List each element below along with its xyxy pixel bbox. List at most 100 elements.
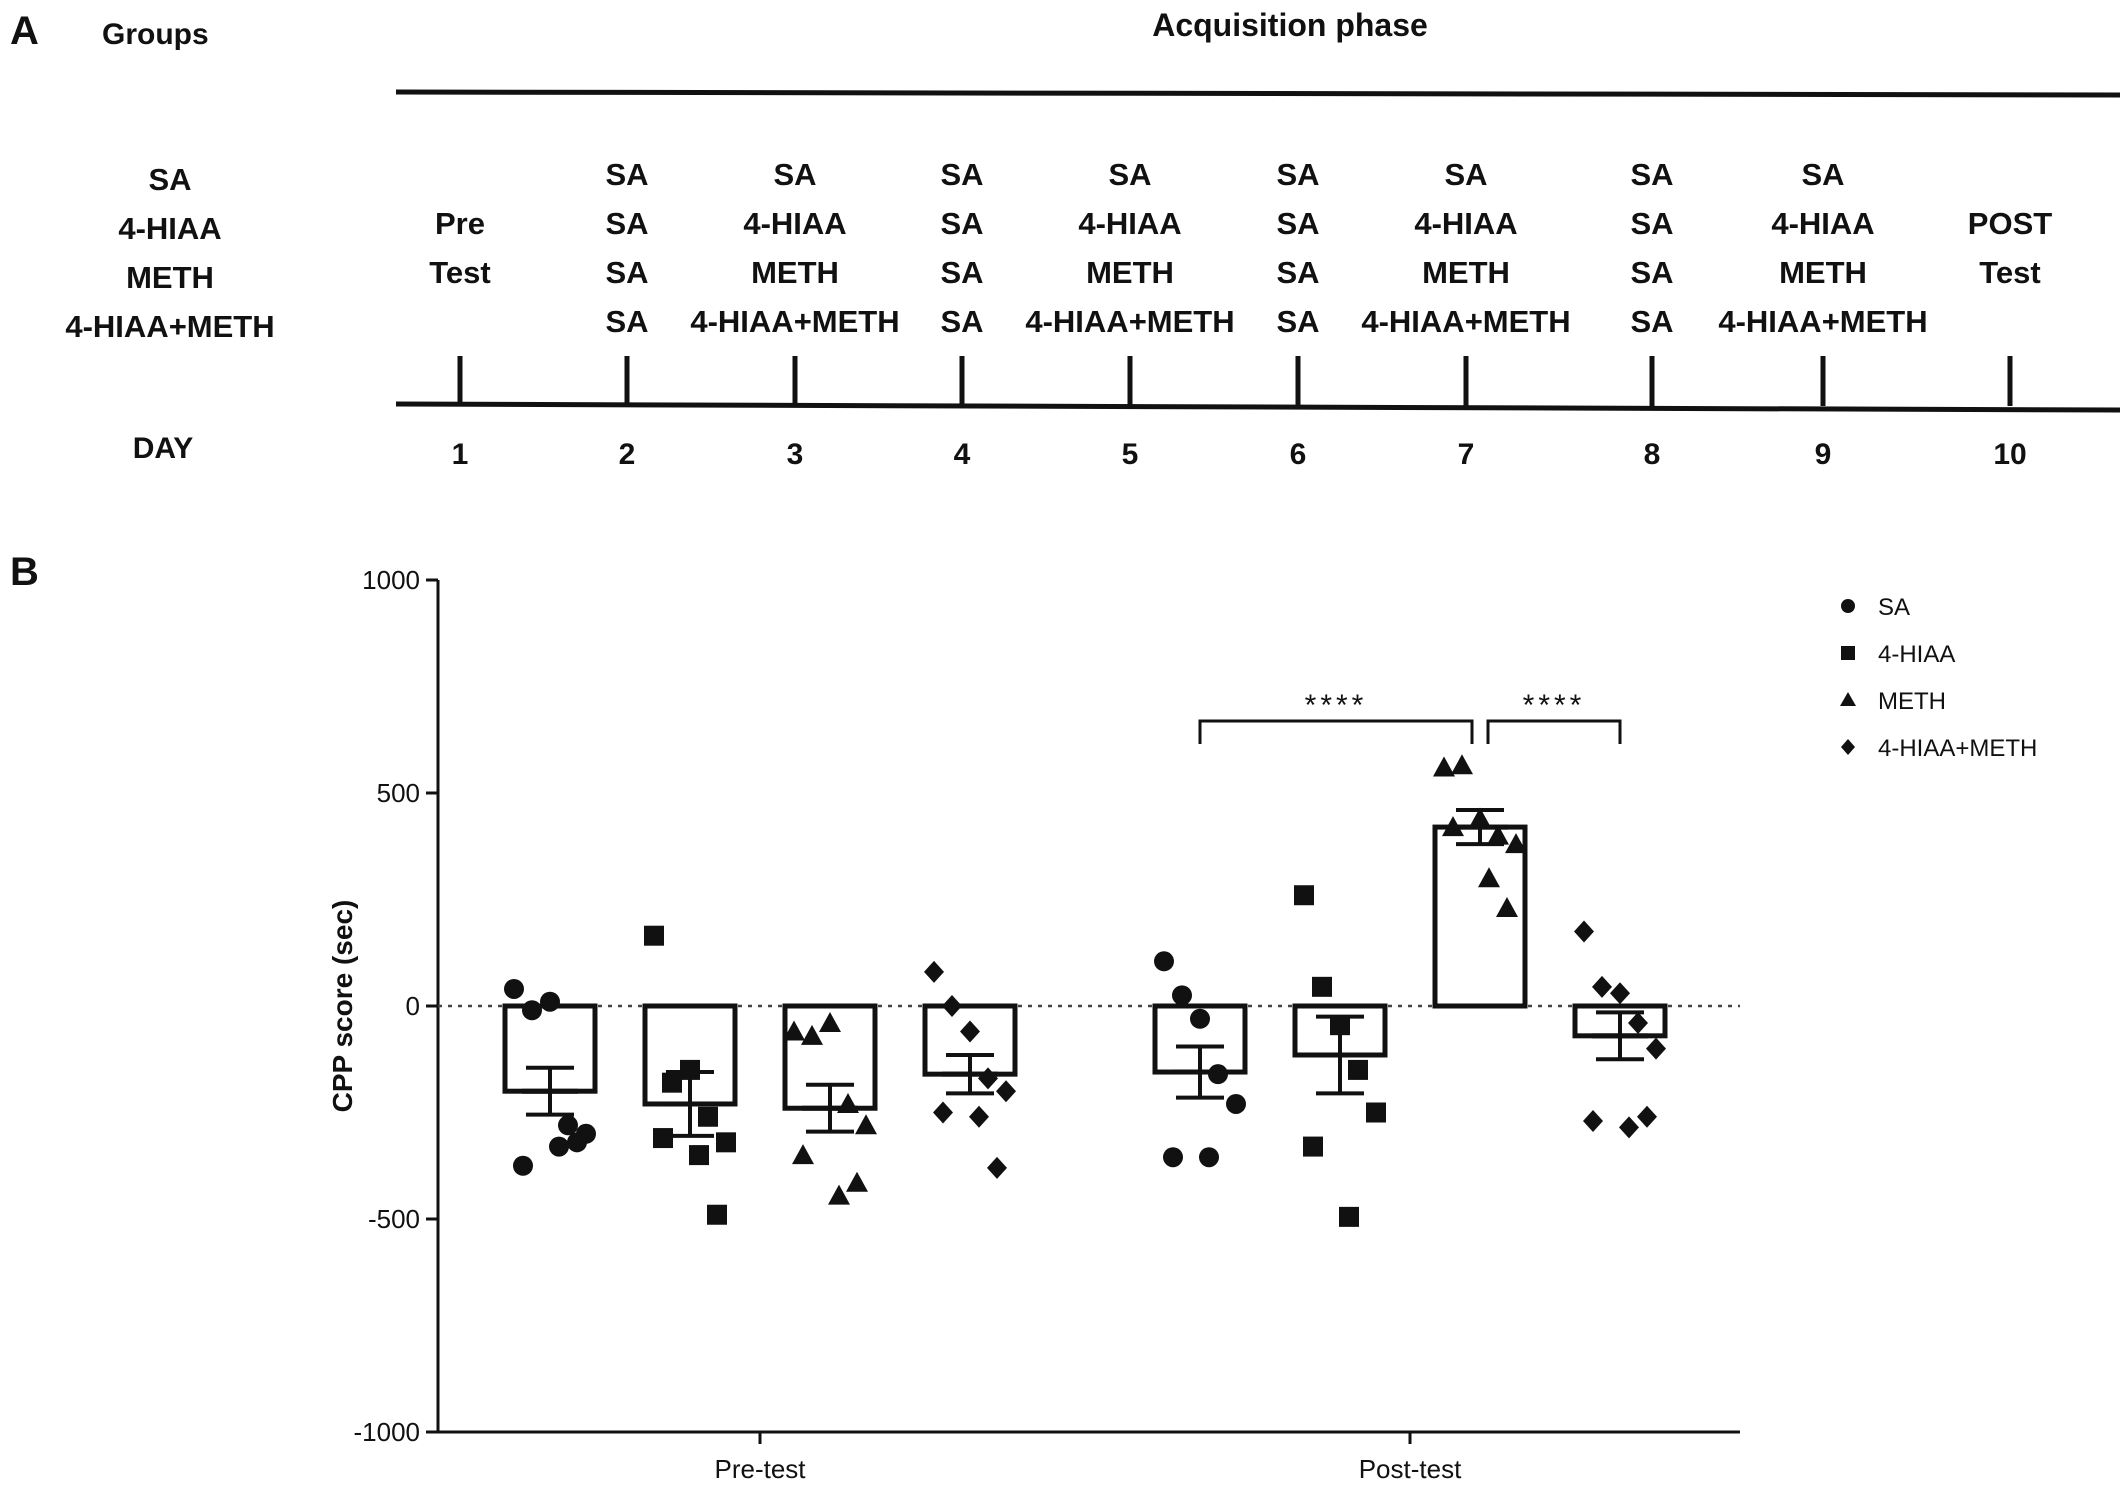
day-2-treatment: SA: [605, 304, 648, 339]
bars: [502, 824, 1668, 1111]
data-point-circle: [1172, 985, 1192, 1006]
group-label: METH: [126, 260, 214, 295]
data-point-circle: [1190, 1008, 1210, 1029]
data-point-square: [1339, 1206, 1359, 1227]
data-point-diamond: [1583, 1110, 1603, 1133]
data-point-circle: [540, 991, 560, 1012]
data-point-diamond: [1646, 1037, 1666, 1060]
significance-label: ****: [1523, 689, 1586, 722]
group-label: SA: [148, 162, 191, 197]
y-tick-label: 0: [406, 991, 420, 1021]
day-columns: Pre Test 1 SA SA SA SA 2 SA 4-HIAA METH 4-HIAA+METH…: [429, 157, 2052, 471]
groups-heading: Groups: [102, 18, 209, 51]
data-point-square: [653, 1128, 673, 1149]
significance-label: ****: [1305, 689, 1368, 722]
legend-marker-triangle: [1840, 692, 1856, 706]
y-tick-label: 1000: [362, 565, 420, 595]
data-point-circle: [549, 1136, 569, 1157]
data-point-diamond: [1628, 1012, 1648, 1035]
data-point-diamond: [1592, 975, 1612, 998]
day-2-treatment: SA: [605, 206, 648, 241]
day-1-treatment: Test: [429, 255, 490, 290]
data-point-triangle: [828, 1184, 850, 1205]
day-6-treatment: SA: [1276, 255, 1319, 290]
data-point-square: [1312, 976, 1332, 997]
data-point-diamond: [1610, 982, 1630, 1005]
day-7-treatment: SA: [1444, 157, 1487, 192]
day-number: 8: [1644, 438, 1661, 471]
y-tick-label: -1000: [354, 1417, 421, 1447]
data-point-diamond: [1619, 1116, 1639, 1139]
data-point-diamond: [1637, 1105, 1657, 1128]
significance-bracket: [1198, 719, 1474, 744]
legend-label: SA: [1878, 594, 1910, 621]
day-number: 5: [1122, 438, 1139, 471]
data-point-square: [716, 1132, 736, 1153]
day-5-treatment: 4-HIAA: [1078, 206, 1181, 241]
panel-b-label: B: [10, 550, 39, 594]
legend-label: 4-HIAA+METH: [1878, 735, 2037, 762]
data-point-triangle: [792, 1144, 814, 1165]
panel-a-timeline: A Groups Acquisition phase SA 4-HIAA MET…: [10, 7, 2121, 471]
legend: SA 4-HIAA METH 4-HIAA+METH: [1840, 594, 2037, 762]
error-bars: [522, 808, 1648, 1138]
data-point-square: [680, 1059, 700, 1080]
day-8-treatment: SA: [1630, 304, 1673, 339]
day-3-treatment: SA: [773, 157, 816, 192]
day-number: 9: [1815, 438, 1832, 471]
day-7-treatment: 4-HIAA: [1414, 206, 1517, 241]
data-point-circle: [1199, 1147, 1219, 1168]
data-point-triangle: [1505, 833, 1527, 854]
day-2-treatment: SA: [605, 255, 648, 290]
day-2-treatment: SA: [605, 157, 648, 192]
day-axis-line: [395, 401, 2121, 413]
data-point-square: [1348, 1059, 1368, 1080]
day-4-treatment: SA: [940, 255, 983, 290]
day-5-treatment: 4-HIAA+METH: [1025, 304, 1234, 339]
day-8-treatment: SA: [1630, 157, 1673, 192]
data-point-circle: [558, 1115, 578, 1136]
data-point-circle: [567, 1132, 587, 1153]
day-number: 3: [787, 438, 804, 471]
data-point-circle: [504, 978, 524, 999]
group-label: 4-HIAA: [118, 211, 221, 246]
data-point-triangle: [1478, 867, 1500, 888]
data-point-square: [707, 1204, 727, 1225]
phase-title: Acquisition phase: [1152, 7, 1428, 43]
data-point-triangle: [855, 1114, 877, 1135]
data-point-triangle: [846, 1171, 868, 1192]
data-point-square: [689, 1145, 709, 1166]
day-6-treatment: SA: [1276, 157, 1319, 192]
significance-brackets: **** ****: [1198, 689, 1622, 744]
day-3-treatment: 4-HIAA+METH: [690, 304, 899, 339]
day-6-treatment: SA: [1276, 206, 1319, 241]
day-9-treatment: SA: [1801, 157, 1844, 192]
legend-label: 4-HIAA: [1878, 641, 1955, 668]
x-tick-label: Post-test: [1359, 1454, 1462, 1484]
day-9-treatment: METH: [1779, 255, 1867, 290]
legend-marker-diamond: [1841, 739, 1855, 755]
day-number: 10: [1993, 438, 2026, 471]
legend-marker-square: [1841, 646, 1855, 660]
day-4-treatment: SA: [940, 304, 983, 339]
data-point-square: [644, 925, 664, 946]
panel-a-label: A: [10, 9, 39, 53]
panel-b-chart: B 1000 500 0 -500 -1000 Pre-test Post-test CP…: [10, 550, 2037, 1484]
data-point-circle: [1154, 951, 1174, 972]
day-number: 2: [619, 438, 636, 471]
day-3-treatment: METH: [751, 255, 839, 290]
data-point-diamond: [1574, 920, 1594, 943]
day-number: 7: [1458, 438, 1475, 471]
day-8-treatment: SA: [1630, 255, 1673, 290]
data-point-diamond: [924, 960, 944, 983]
day-5-treatment: METH: [1086, 255, 1174, 290]
data-point-triangle: [819, 1012, 841, 1033]
data-point-triangle: [1487, 824, 1509, 845]
group-label: 4-HIAA+METH: [65, 309, 274, 344]
data-point-diamond: [996, 1080, 1016, 1103]
data-point-diamond: [942, 995, 962, 1017]
x-axis: Pre-test Post-test: [438, 1004, 1740, 1484]
day-10-treatment: Test: [1979, 255, 2040, 290]
y-tick-label: -500: [368, 1204, 420, 1234]
data-point-triangle: [1496, 897, 1518, 918]
